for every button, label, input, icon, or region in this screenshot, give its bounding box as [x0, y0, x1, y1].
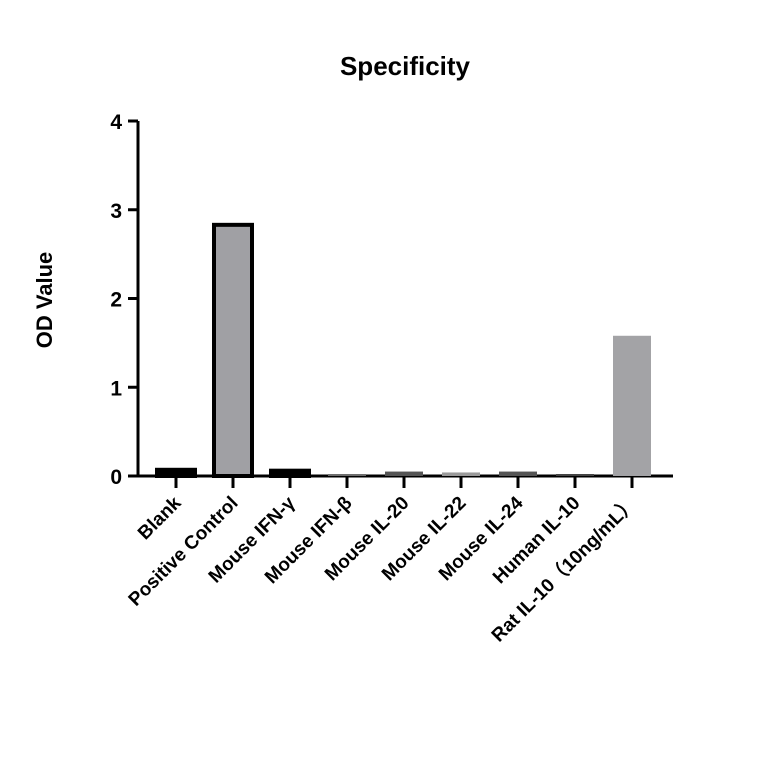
bar	[328, 474, 366, 476]
y-tick-label: 1	[110, 377, 122, 400]
y-tick-label: 2	[110, 289, 122, 312]
bar	[499, 471, 537, 476]
bar	[212, 222, 254, 478]
y-tick-label: 4	[110, 111, 122, 134]
axes: 0 1 2 3 4	[110, 111, 673, 489]
bars	[155, 222, 651, 479]
bar	[556, 474, 594, 476]
bar	[613, 335, 651, 476]
bar	[385, 471, 423, 476]
y-axis-label: OD Value	[32, 252, 57, 349]
y-tick-label: 0	[110, 466, 122, 489]
bar	[269, 468, 311, 478]
y-tick-label: 3	[110, 200, 122, 223]
bar	[155, 467, 197, 479]
x-tick-label: Blank	[134, 492, 186, 544]
chart-title: Specificity	[340, 51, 471, 81]
bar	[442, 472, 480, 476]
